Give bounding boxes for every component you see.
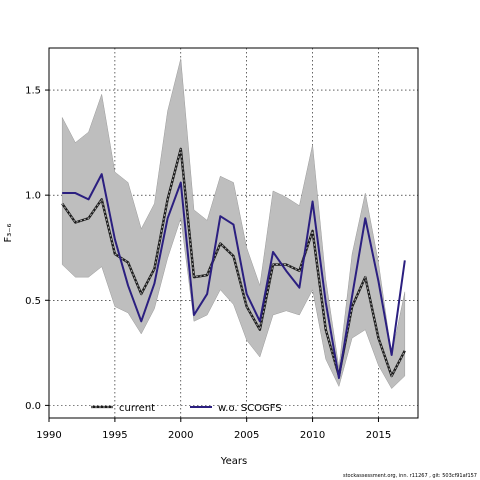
y-tick-label: 0.0	[25, 401, 41, 412]
y-tick-label: 1.0	[25, 191, 41, 202]
y-tick-label: 0.5	[25, 296, 41, 307]
series-lines	[61, 147, 406, 380]
y-axis-label: F₃₋₆	[3, 223, 14, 242]
x-tick-label: 2000	[168, 430, 193, 441]
x-tick-label: 1990	[36, 430, 61, 441]
x-axis-label: Years	[220, 456, 247, 467]
footer-text: stockassessment.org, inn. r11267 , git: …	[342, 473, 477, 479]
x-tick-label: 2015	[366, 430, 391, 441]
series-wo-scogfs-line	[62, 173, 406, 380]
legend-wo-label: w.o. SCOGFS	[218, 403, 282, 414]
legend-current-label: current	[119, 403, 155, 414]
plot-frame	[48, 47, 419, 419]
y-axis: 0.0 0.5 1.0 1.5	[25, 86, 49, 412]
x-tick-label: 2005	[234, 430, 259, 441]
x-axis: 1990 1995 2000 2005 2010 2015	[36, 418, 391, 441]
y-tick-label: 1.5	[25, 86, 41, 97]
x-tick-label: 2010	[300, 430, 325, 441]
legend: current w.o. SCOGFS	[91, 403, 282, 414]
x-tick-label: 1995	[102, 430, 127, 441]
